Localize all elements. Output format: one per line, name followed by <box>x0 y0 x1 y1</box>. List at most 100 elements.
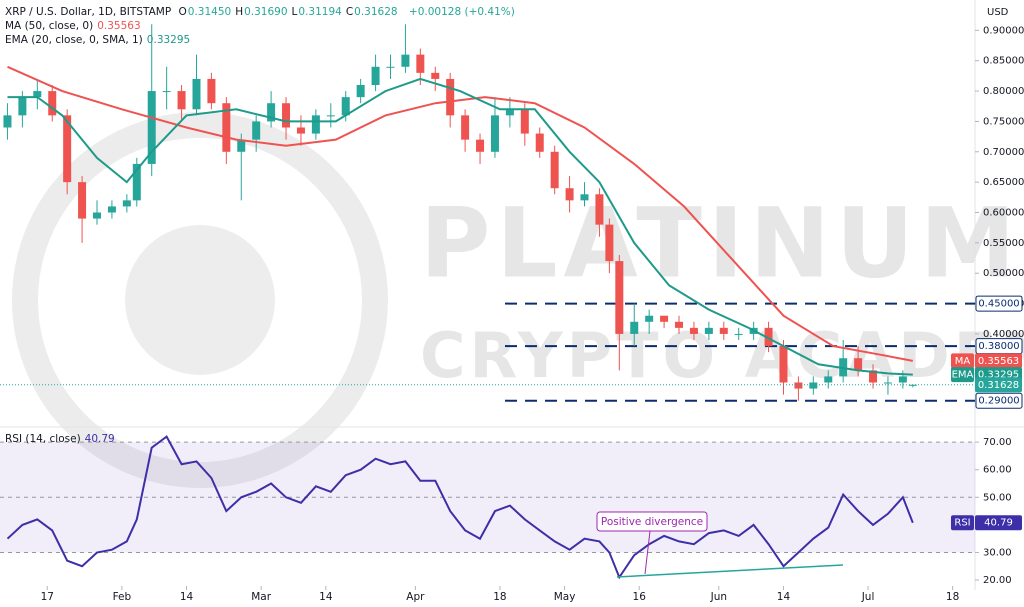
candle-body <box>177 91 186 110</box>
ema-legend: EMA (20, close, 0, SMA, 1) 0.33295 <box>5 33 194 47</box>
candle-body <box>505 109 514 116</box>
price-tag-value: 0.31628 <box>978 380 1019 391</box>
y-tick-label: 0.40000 <box>983 329 1024 340</box>
x-tick-label: 16 <box>633 591 647 603</box>
x-tick-label: 17 <box>41 591 54 603</box>
price-tag-box <box>975 515 1022 531</box>
watermark-logo <box>125 225 275 375</box>
level-tag-box <box>975 295 1023 312</box>
symbol-header: XRP / U.S. Dollar, 1D, BITSTAMP O0.31450… <box>5 5 519 19</box>
candle-body <box>764 327 773 347</box>
level-tag-label: 0.45000 <box>978 299 1019 310</box>
indicator-line <box>7 65 913 362</box>
candle-body <box>824 376 833 383</box>
candle-body <box>33 91 42 98</box>
level-tag-box <box>975 392 1023 409</box>
candle-body <box>794 382 803 389</box>
y-tick-label: 50.00 <box>983 492 1012 503</box>
y-tick-label: 60.00 <box>983 465 1012 476</box>
candle-body <box>565 188 574 201</box>
annotation-arrow <box>644 530 651 575</box>
candle-body <box>431 72 440 79</box>
candle-body <box>107 206 116 213</box>
candle-body <box>520 109 529 134</box>
legend-value: 0.33295 <box>146 34 191 46</box>
y-tick-label: 0.70000 <box>983 147 1024 158</box>
legend-name: MA (50, close, 0) <box>5 20 94 32</box>
y-tick-label: 0.80000 <box>983 86 1024 97</box>
candle-body <box>883 382 892 384</box>
price-tag-value: 0.35563 <box>978 356 1019 367</box>
watermark: PLATINUM CRYPTO ACADEMY <box>12 112 1024 488</box>
y-tick-label: 0.90000 <box>983 25 1024 36</box>
candle-body <box>162 91 171 93</box>
rsi-legend: RSI (14, close) 40.79 <box>5 432 119 446</box>
x-tick-label: Jul <box>861 591 875 603</box>
candle-body <box>311 115 320 134</box>
x-tick-label: 18 <box>493 591 506 603</box>
candle-body <box>898 376 907 383</box>
price-tag-label: MA <box>955 356 971 367</box>
legend-value: 0.35563 <box>97 20 141 32</box>
symbol-title: XRP / U.S. Dollar, 1D, BITSTAMP <box>5 6 172 18</box>
price-tag-value: 40.79 <box>984 518 1013 529</box>
annotation-box <box>596 511 708 532</box>
candle-body <box>416 54 425 73</box>
level-tag: 0.29000 <box>975 392 1023 409</box>
price-tag-box <box>975 377 1022 393</box>
candle-body <box>18 97 27 116</box>
ohlc-label: L <box>291 6 298 18</box>
candle-body <box>93 212 102 219</box>
y-tick-label: 0.65000 <box>983 177 1024 188</box>
candle-body <box>854 358 863 371</box>
candle-body <box>869 370 878 383</box>
candle-body <box>476 139 485 152</box>
price-tag-label: EMA <box>952 370 974 381</box>
y-tick-label: 0.85000 <box>983 56 1024 67</box>
candle-body <box>282 103 291 128</box>
y-tick-label: 0.75000 <box>983 116 1024 127</box>
ohlc-label: H <box>235 6 244 18</box>
candle-body <box>326 115 335 117</box>
candle-body <box>371 66 380 85</box>
x-tick-label: Mar <box>251 591 271 603</box>
price-tag: 40.79 RSI <box>951 515 1022 531</box>
currency-label: USD <box>987 7 1009 18</box>
price-tag-box <box>975 353 1022 369</box>
candle-body <box>605 224 614 262</box>
y-tick-label: 0.50000 <box>983 268 1024 279</box>
candle-body <box>734 333 743 335</box>
ohlc-value: 0.31450 <box>187 6 232 18</box>
y-tick-label: 0.55000 <box>983 238 1024 249</box>
candle-body <box>908 384 917 386</box>
candle-body <box>48 91 57 116</box>
candle-body <box>78 182 87 219</box>
level-tag-label: 0.29000 <box>978 396 1019 407</box>
legend-name: RSI (14, close) <box>5 433 81 445</box>
ohlc-value: 0.31194 <box>298 6 342 18</box>
divergence-line <box>616 564 844 578</box>
candle-body <box>296 127 305 134</box>
candle-body <box>132 163 141 201</box>
candle-body <box>809 382 818 389</box>
rsi-line <box>6 435 914 580</box>
price-tag-value: 0.33295 <box>978 370 1019 381</box>
divergence-annotation: Positive divergence <box>596 511 844 578</box>
x-tick-label: Apr <box>406 591 425 603</box>
price-tag-label: RSI <box>954 518 970 529</box>
candle-body <box>3 115 12 128</box>
y-tick-label: 30.00 <box>983 547 1012 558</box>
candle-body <box>222 103 231 152</box>
level-tag-label: 0.38000 <box>978 341 1019 352</box>
ohlc-value: 0.31690 <box>244 6 288 18</box>
y-tick-label: 20.00 <box>983 575 1012 586</box>
candle-body <box>580 194 589 201</box>
x-tick-label: 14 <box>777 591 791 603</box>
candle-body <box>595 194 604 225</box>
candle-body <box>386 66 395 68</box>
candle-body <box>645 315 654 322</box>
candle-body <box>779 346 788 383</box>
y-tick-label: 70.00 <box>983 437 1012 448</box>
